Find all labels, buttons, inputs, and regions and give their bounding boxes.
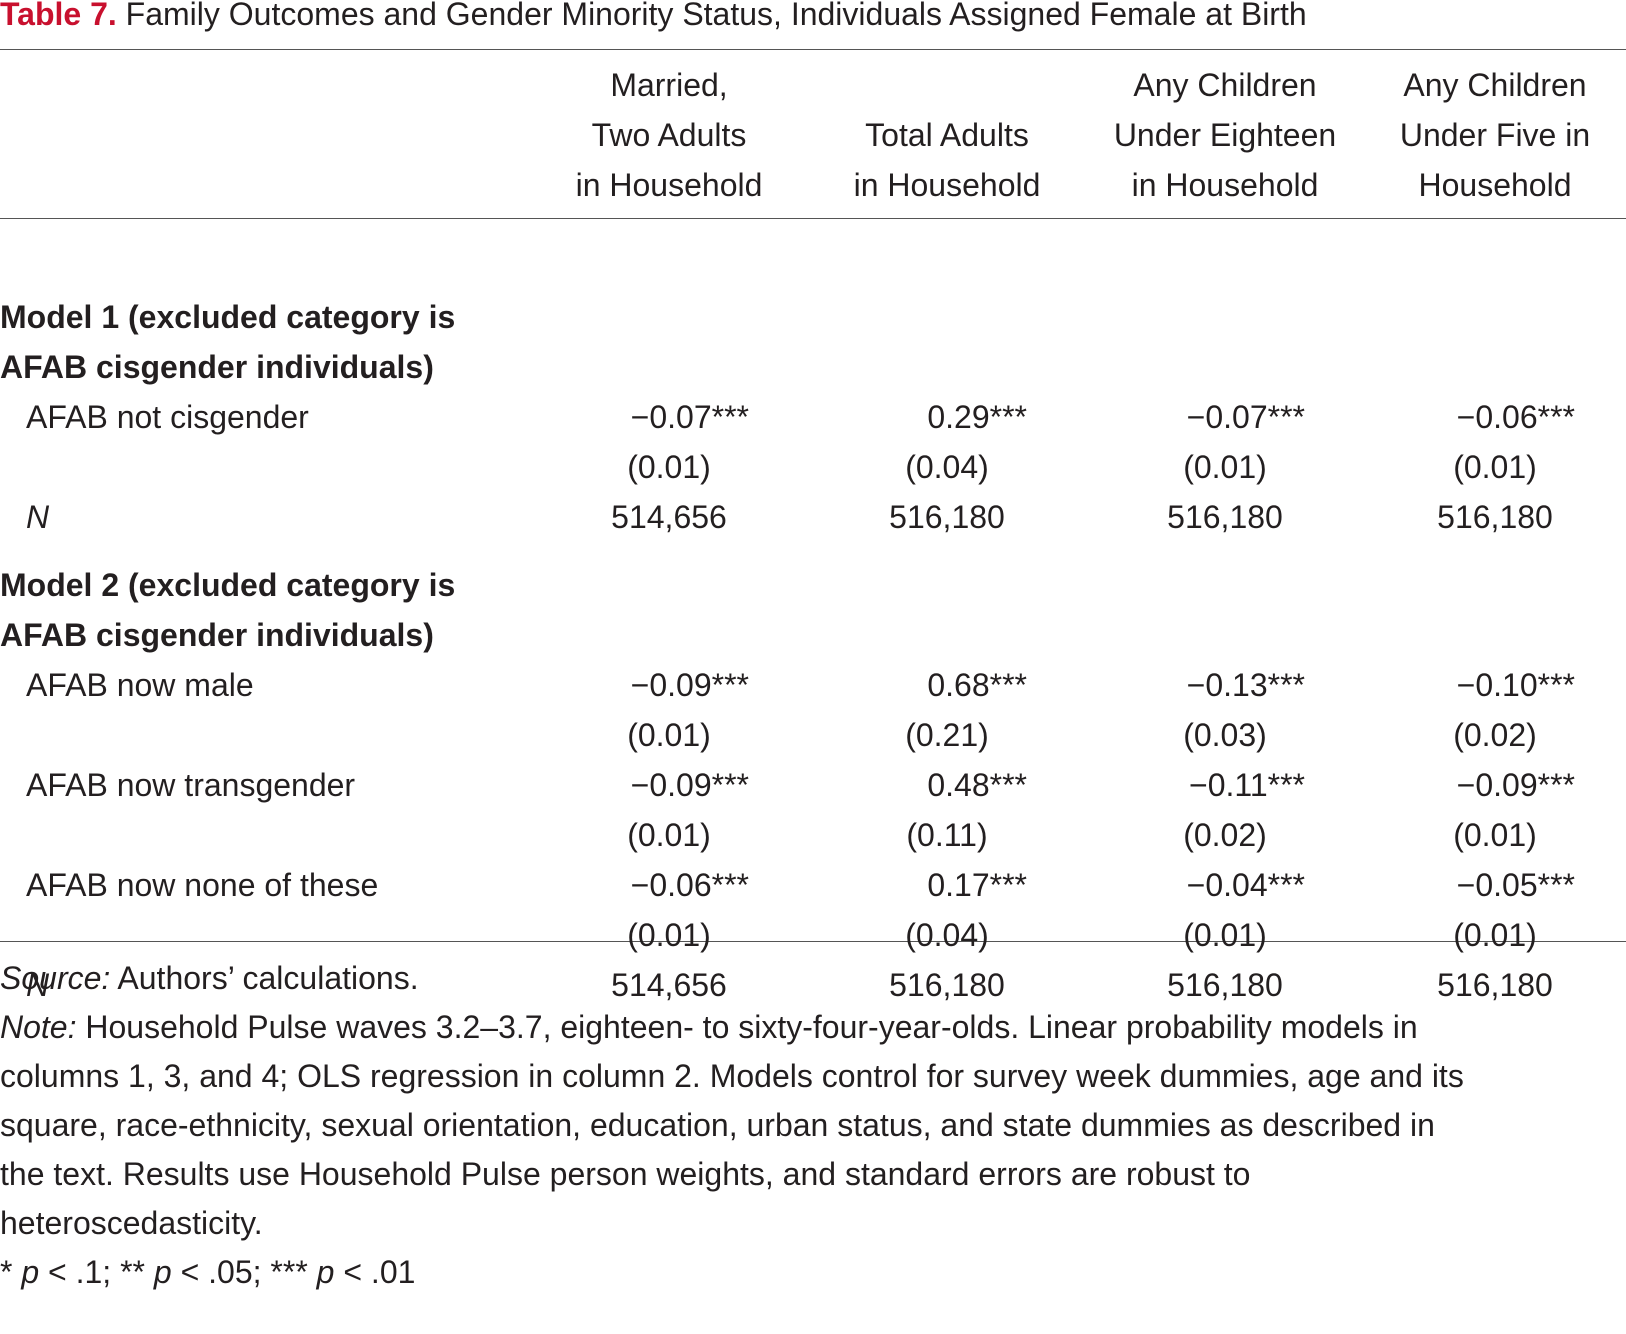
n-label: N [26,967,50,1003]
column-header-married: Married, Two Adults in Household [575,67,763,203]
column-header-children-under-five: Any Children Under Five in Household [1399,67,1591,203]
coef-cell: −0.05*** [1456,867,1575,903]
se-cell: (0.01) [1453,917,1537,953]
se-cell: (0.02) [1453,717,1537,753]
n-cell: 516,180 [1167,967,1283,1003]
coef-cell: 0.17*** [927,867,1027,903]
n-cell: 516,180 [889,967,1005,1003]
coef-cell: 0.29*** [927,399,1027,435]
model-2-heading: Model 2 (excluded category is AFAB cisgen… [0,567,456,653]
se-cell: (0.11) [906,817,988,853]
se-cell: (0.01) [627,449,711,485]
se-cell: (0.04) [905,917,989,953]
n-cell: 514,656 [611,499,727,535]
coef-cell: −0.09*** [630,767,749,803]
se-cell: (0.01) [1183,449,1267,485]
significance-note: * p < .1; ** p < .05; *** p < .01 [0,1254,416,1290]
bottom-rule [0,941,1626,942]
se-cell: (0.01) [1453,817,1537,853]
row-label: AFAB not cisgender [26,399,309,435]
se-cell: (0.01) [627,717,711,753]
table-row: AFAB now none of these −0.06*** 0.17*** … [0,860,1626,910]
table-row-n: N 514,656 516,180 516,180 516,180 [0,492,1626,542]
coef-cell: −0.07*** [630,399,749,435]
row-label: AFAB now transgender [26,767,356,803]
model-1-heading: Model 1 (excluded category is AFAB cisgen… [0,299,456,385]
table-caption: Family Outcomes and Gender Minority Stat… [125,0,1307,32]
table-row: (0.01) (0.11) (0.02) (0.01) [0,810,1626,860]
table-row: (0.01) (0.21) (0.03) (0.02) [0,710,1626,760]
column-header-total-adults: Total Adults in Household [853,117,1041,203]
coef-cell: −0.13*** [1186,667,1305,703]
se-cell: (0.01) [627,917,711,953]
top-rule [0,49,1626,50]
table-number: Table 7. [0,0,117,32]
n-label: N [26,499,50,535]
column-header-row: Married, Two Adults in Household Total Adu… [0,60,1626,276]
table-notes: Source: Authors’ calculations. Note: Hou… [0,954,1626,1297]
table-row: AFAB now transgender −0.09*** 0.48*** −0… [0,760,1626,810]
coef-cell: −0.11*** [1189,767,1305,803]
coef-cell: −0.09*** [1456,767,1575,803]
table-row: AFAB now male −0.09*** 0.68*** −0.13*** … [0,660,1626,710]
coef-cell: −0.04*** [1186,867,1305,903]
se-cell: (0.04) [905,449,989,485]
results-table: Married, Two Adults in Household Total Adu… [0,60,1626,1010]
table-row: AFAB not cisgender −0.07*** 0.29*** −0.0… [0,392,1626,442]
se-cell: (0.01) [627,817,711,853]
n-cell: 516,180 [889,499,1005,535]
coef-cell: −0.10*** [1456,667,1575,703]
se-cell: (0.02) [1183,817,1267,853]
se-cell: (0.03) [1183,717,1267,753]
coef-cell: −0.06*** [630,867,749,903]
row-label: AFAB now male [26,667,254,703]
coef-cell: 0.68*** [927,667,1027,703]
n-cell: 516,180 [1437,967,1553,1003]
source-note: Source: Authors’ calculations. [0,960,419,996]
coef-cell: −0.09*** [630,667,749,703]
n-cell: 516,180 [1437,499,1553,535]
se-cell: (0.01) [1453,449,1537,485]
table-row: (0.01) (0.04) (0.01) (0.01) [0,910,1626,960]
stub-header [0,60,530,276]
coef-cell: −0.07*** [1186,399,1305,435]
table-title: Table 7. Family Outcomes and Gender Mino… [0,0,1307,36]
n-cell: 514,656 [611,967,727,1003]
table-row: (0.01) (0.04) (0.01) (0.01) [0,442,1626,492]
se-cell: (0.01) [1183,917,1267,953]
row-label: AFAB now none of these [26,867,379,903]
se-cell: (0.21) [905,717,989,753]
n-cell: 516,180 [1167,499,1283,535]
table-row-n: N 514,656 516,180 516,180 516,180 [0,960,1626,1010]
method-note: Note: Household Pulse waves 3.2–3.7, eig… [0,1009,1464,1241]
header-rule [0,218,1626,219]
coef-cell: 0.48*** [927,767,1027,803]
coef-cell: −0.06*** [1456,399,1575,435]
column-header-children-under-eighteen: Any Children Under Eighteen in Household [1113,67,1337,203]
